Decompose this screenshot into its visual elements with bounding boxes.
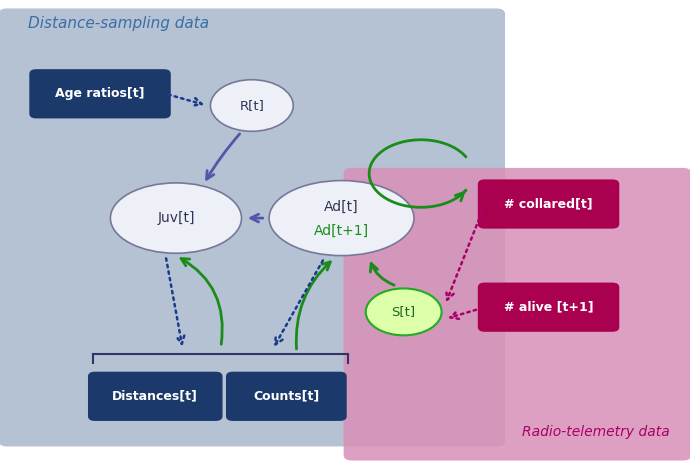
Text: Age ratios[t]: Age ratios[t] xyxy=(55,87,145,100)
Text: Distances[t]: Distances[t] xyxy=(112,390,198,403)
Text: Ad[t]: Ad[t] xyxy=(324,199,359,213)
Ellipse shape xyxy=(110,183,242,253)
FancyBboxPatch shape xyxy=(344,168,690,461)
Ellipse shape xyxy=(366,288,442,335)
Ellipse shape xyxy=(210,80,293,131)
Text: # alive [t+1]: # alive [t+1] xyxy=(504,301,593,314)
Text: Radio-telemetry data: Radio-telemetry data xyxy=(522,425,669,439)
FancyBboxPatch shape xyxy=(477,180,620,229)
Text: Ad[t+1]: Ad[t+1] xyxy=(314,224,369,238)
FancyBboxPatch shape xyxy=(477,282,620,332)
Text: S[t]: S[t] xyxy=(392,305,415,318)
FancyBboxPatch shape xyxy=(0,8,505,446)
Text: Counts[t]: Counts[t] xyxy=(253,390,319,403)
Text: # collared[t]: # collared[t] xyxy=(504,197,593,211)
Text: R[t]: R[t] xyxy=(239,99,264,112)
Text: Juv[t]: Juv[t] xyxy=(157,211,195,225)
FancyBboxPatch shape xyxy=(29,69,170,119)
Text: Distance-sampling data: Distance-sampling data xyxy=(28,16,208,31)
FancyBboxPatch shape xyxy=(88,371,222,421)
Ellipse shape xyxy=(269,181,414,256)
FancyBboxPatch shape xyxy=(226,371,346,421)
